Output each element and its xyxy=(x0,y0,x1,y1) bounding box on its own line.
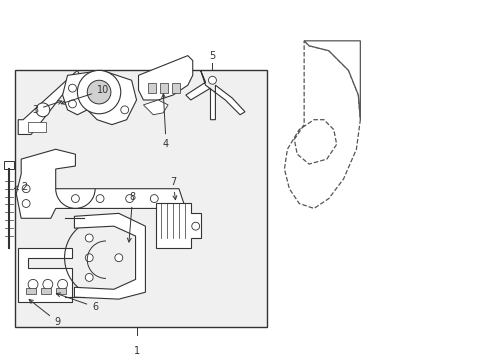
Circle shape xyxy=(191,222,199,230)
Circle shape xyxy=(87,80,111,104)
Circle shape xyxy=(36,103,50,117)
Circle shape xyxy=(22,199,30,207)
Bar xyxy=(56,288,65,294)
Polygon shape xyxy=(143,100,168,115)
Bar xyxy=(26,288,36,294)
Polygon shape xyxy=(18,248,72,302)
Text: 10: 10 xyxy=(61,85,109,104)
Circle shape xyxy=(43,279,53,289)
Text: 2: 2 xyxy=(14,182,27,192)
Text: 5: 5 xyxy=(209,50,215,60)
Circle shape xyxy=(71,195,79,203)
Circle shape xyxy=(121,106,128,114)
Bar xyxy=(148,83,156,93)
Circle shape xyxy=(77,71,121,114)
Circle shape xyxy=(96,195,104,203)
Circle shape xyxy=(22,185,30,193)
Circle shape xyxy=(125,195,133,203)
Polygon shape xyxy=(304,41,360,120)
Polygon shape xyxy=(185,71,244,120)
Bar xyxy=(4,161,14,169)
Text: 7: 7 xyxy=(169,177,177,200)
Circle shape xyxy=(208,76,216,84)
Text: 6: 6 xyxy=(56,293,98,312)
Bar xyxy=(15,71,266,327)
Circle shape xyxy=(68,100,76,108)
Polygon shape xyxy=(16,149,183,218)
Circle shape xyxy=(28,279,38,289)
Circle shape xyxy=(85,274,93,282)
Text: 1: 1 xyxy=(133,346,139,356)
Text: 9: 9 xyxy=(29,300,61,327)
Circle shape xyxy=(85,254,93,262)
Bar xyxy=(172,83,180,93)
Circle shape xyxy=(115,254,122,262)
Circle shape xyxy=(68,84,76,92)
Text: 4: 4 xyxy=(162,94,169,149)
Polygon shape xyxy=(138,55,192,100)
Polygon shape xyxy=(284,41,360,208)
Polygon shape xyxy=(74,213,145,299)
Polygon shape xyxy=(156,203,200,248)
Polygon shape xyxy=(18,71,82,135)
Circle shape xyxy=(85,234,93,242)
Circle shape xyxy=(150,195,158,203)
Text: 8: 8 xyxy=(127,192,136,242)
Polygon shape xyxy=(62,71,136,125)
Bar xyxy=(41,288,51,294)
Circle shape xyxy=(58,279,67,289)
Bar xyxy=(160,83,168,93)
Bar xyxy=(28,122,46,131)
Text: 3: 3 xyxy=(32,100,62,115)
